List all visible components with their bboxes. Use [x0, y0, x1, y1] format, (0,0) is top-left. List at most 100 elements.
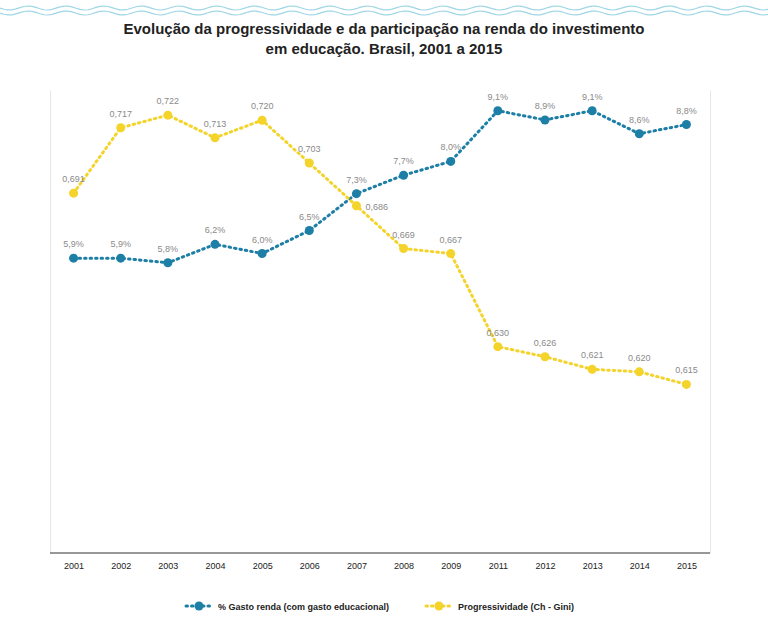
tick-label: 2012 — [535, 561, 555, 571]
point — [163, 258, 172, 267]
tick: 2002 — [111, 553, 131, 571]
data-label: 6,0% — [252, 235, 273, 245]
tick-label: 2001 — [64, 561, 84, 571]
data-label: 6,5% — [299, 212, 320, 222]
tick: 2006 — [300, 553, 320, 571]
data-label: 8,6% — [629, 115, 650, 125]
legend-item: Progressividade (Ch - Gini) — [426, 602, 574, 612]
tick-label: 2005 — [253, 561, 273, 571]
point — [69, 189, 78, 198]
tick: 2013 — [583, 553, 603, 571]
data-label: 0,620 — [628, 353, 651, 363]
point — [399, 171, 408, 180]
series-line — [74, 111, 687, 263]
decoration — [0, 11, 768, 15]
point — [211, 133, 220, 142]
point — [493, 106, 502, 115]
point — [635, 129, 644, 138]
axis-line — [50, 552, 710, 553]
point — [258, 249, 267, 258]
point — [116, 254, 125, 263]
point — [635, 367, 644, 376]
point — [258, 116, 267, 125]
data-label: 0,686 — [365, 202, 388, 212]
data-label: 9,1% — [488, 92, 509, 102]
legend-item: % Gasto renda (com gasto educacional) — [186, 602, 389, 612]
tick-label: 2011 — [489, 561, 508, 571]
tick-label: 2002 — [111, 561, 131, 571]
tick-label: 2015 — [677, 561, 697, 571]
x-axis: 2001 2002 2003 2004 2005 2006 2007 2008 2009 2011… — [50, 553, 710, 571]
tick: 2009 — [441, 553, 461, 571]
tick-label: 2006 — [300, 561, 320, 571]
tick: 2007 — [347, 553, 367, 571]
point — [588, 106, 597, 115]
y2-axis — [710, 91, 711, 554]
data-label: 0,720 — [251, 101, 274, 111]
point — [541, 115, 550, 124]
tick: 2003 — [158, 553, 178, 571]
axis-line — [50, 91, 51, 554]
y-axis — [50, 91, 51, 554]
data-label: 7,3% — [346, 175, 367, 185]
point — [682, 380, 691, 389]
tick: 2004 — [205, 553, 225, 571]
point — [541, 352, 550, 361]
axis-line — [710, 91, 711, 554]
data-label: 0,717 — [109, 109, 132, 119]
data-label: 0,615 — [675, 365, 698, 375]
point — [446, 249, 455, 258]
tick-label: 2003 — [158, 561, 178, 571]
legend-marker — [435, 602, 444, 611]
tick-label: 2013 — [583, 561, 603, 571]
point — [305, 226, 314, 235]
tick-label: 2009 — [441, 561, 461, 571]
tick-label: 2014 — [630, 561, 650, 571]
data-label: 5,9% — [110, 239, 131, 249]
point — [352, 201, 361, 210]
tick: 2008 — [394, 553, 414, 571]
data-label: 5,9% — [63, 239, 84, 249]
point — [116, 123, 125, 132]
tick-label: 2004 — [205, 561, 225, 571]
point — [163, 111, 172, 120]
data-label: 0,667 — [439, 235, 462, 245]
point — [305, 158, 314, 167]
legend: % Gasto renda (com gasto educacional) Pro… — [186, 602, 574, 612]
tick-label: 2007 — [347, 561, 367, 571]
chart: Evolução da progressividade e da partici… — [0, 0, 768, 638]
point — [682, 120, 691, 129]
plot-area — [69, 106, 691, 389]
legend-marker — [195, 602, 204, 611]
data-label: 9,1% — [582, 92, 603, 102]
tick: 2014 — [630, 553, 650, 571]
data-label: 0,713 — [204, 119, 227, 129]
tick: 2012 — [535, 553, 555, 571]
tick: 2001 — [64, 553, 84, 571]
tick: 2011 — [489, 553, 508, 571]
data-label: 0,630 — [487, 328, 510, 338]
data-labels: 5,9% 5,9% 5,8% 6,2% 6,0% 6,5% 7,3% 7,7% 8,0% 9,1%… — [62, 92, 697, 376]
point — [69, 254, 78, 263]
tick-label: 2008 — [394, 561, 414, 571]
data-label: 0,722 — [157, 96, 180, 106]
point — [399, 244, 408, 253]
data-label: 0,669 — [392, 230, 415, 240]
data-label: 8,0% — [440, 142, 461, 152]
point — [493, 342, 502, 351]
data-label: 7,7% — [393, 156, 414, 166]
data-label: 6,2% — [205, 225, 226, 235]
data-label: 8,9% — [535, 101, 556, 111]
data-label: 0,703 — [298, 144, 321, 154]
data-label: 0,626 — [534, 338, 557, 348]
point — [352, 189, 361, 198]
series-line — [74, 115, 687, 384]
decoration — [0, 6, 768, 10]
data-label: 5,8% — [158, 244, 179, 254]
tick: 2015 — [677, 553, 697, 571]
legend-label: Progressividade (Ch - Gini) — [458, 602, 574, 612]
data-label: 0,691 — [62, 174, 85, 184]
point — [588, 365, 597, 374]
tick: 2005 — [253, 553, 273, 571]
legend-label: % Gasto renda (com gasto educacional) — [218, 602, 389, 612]
